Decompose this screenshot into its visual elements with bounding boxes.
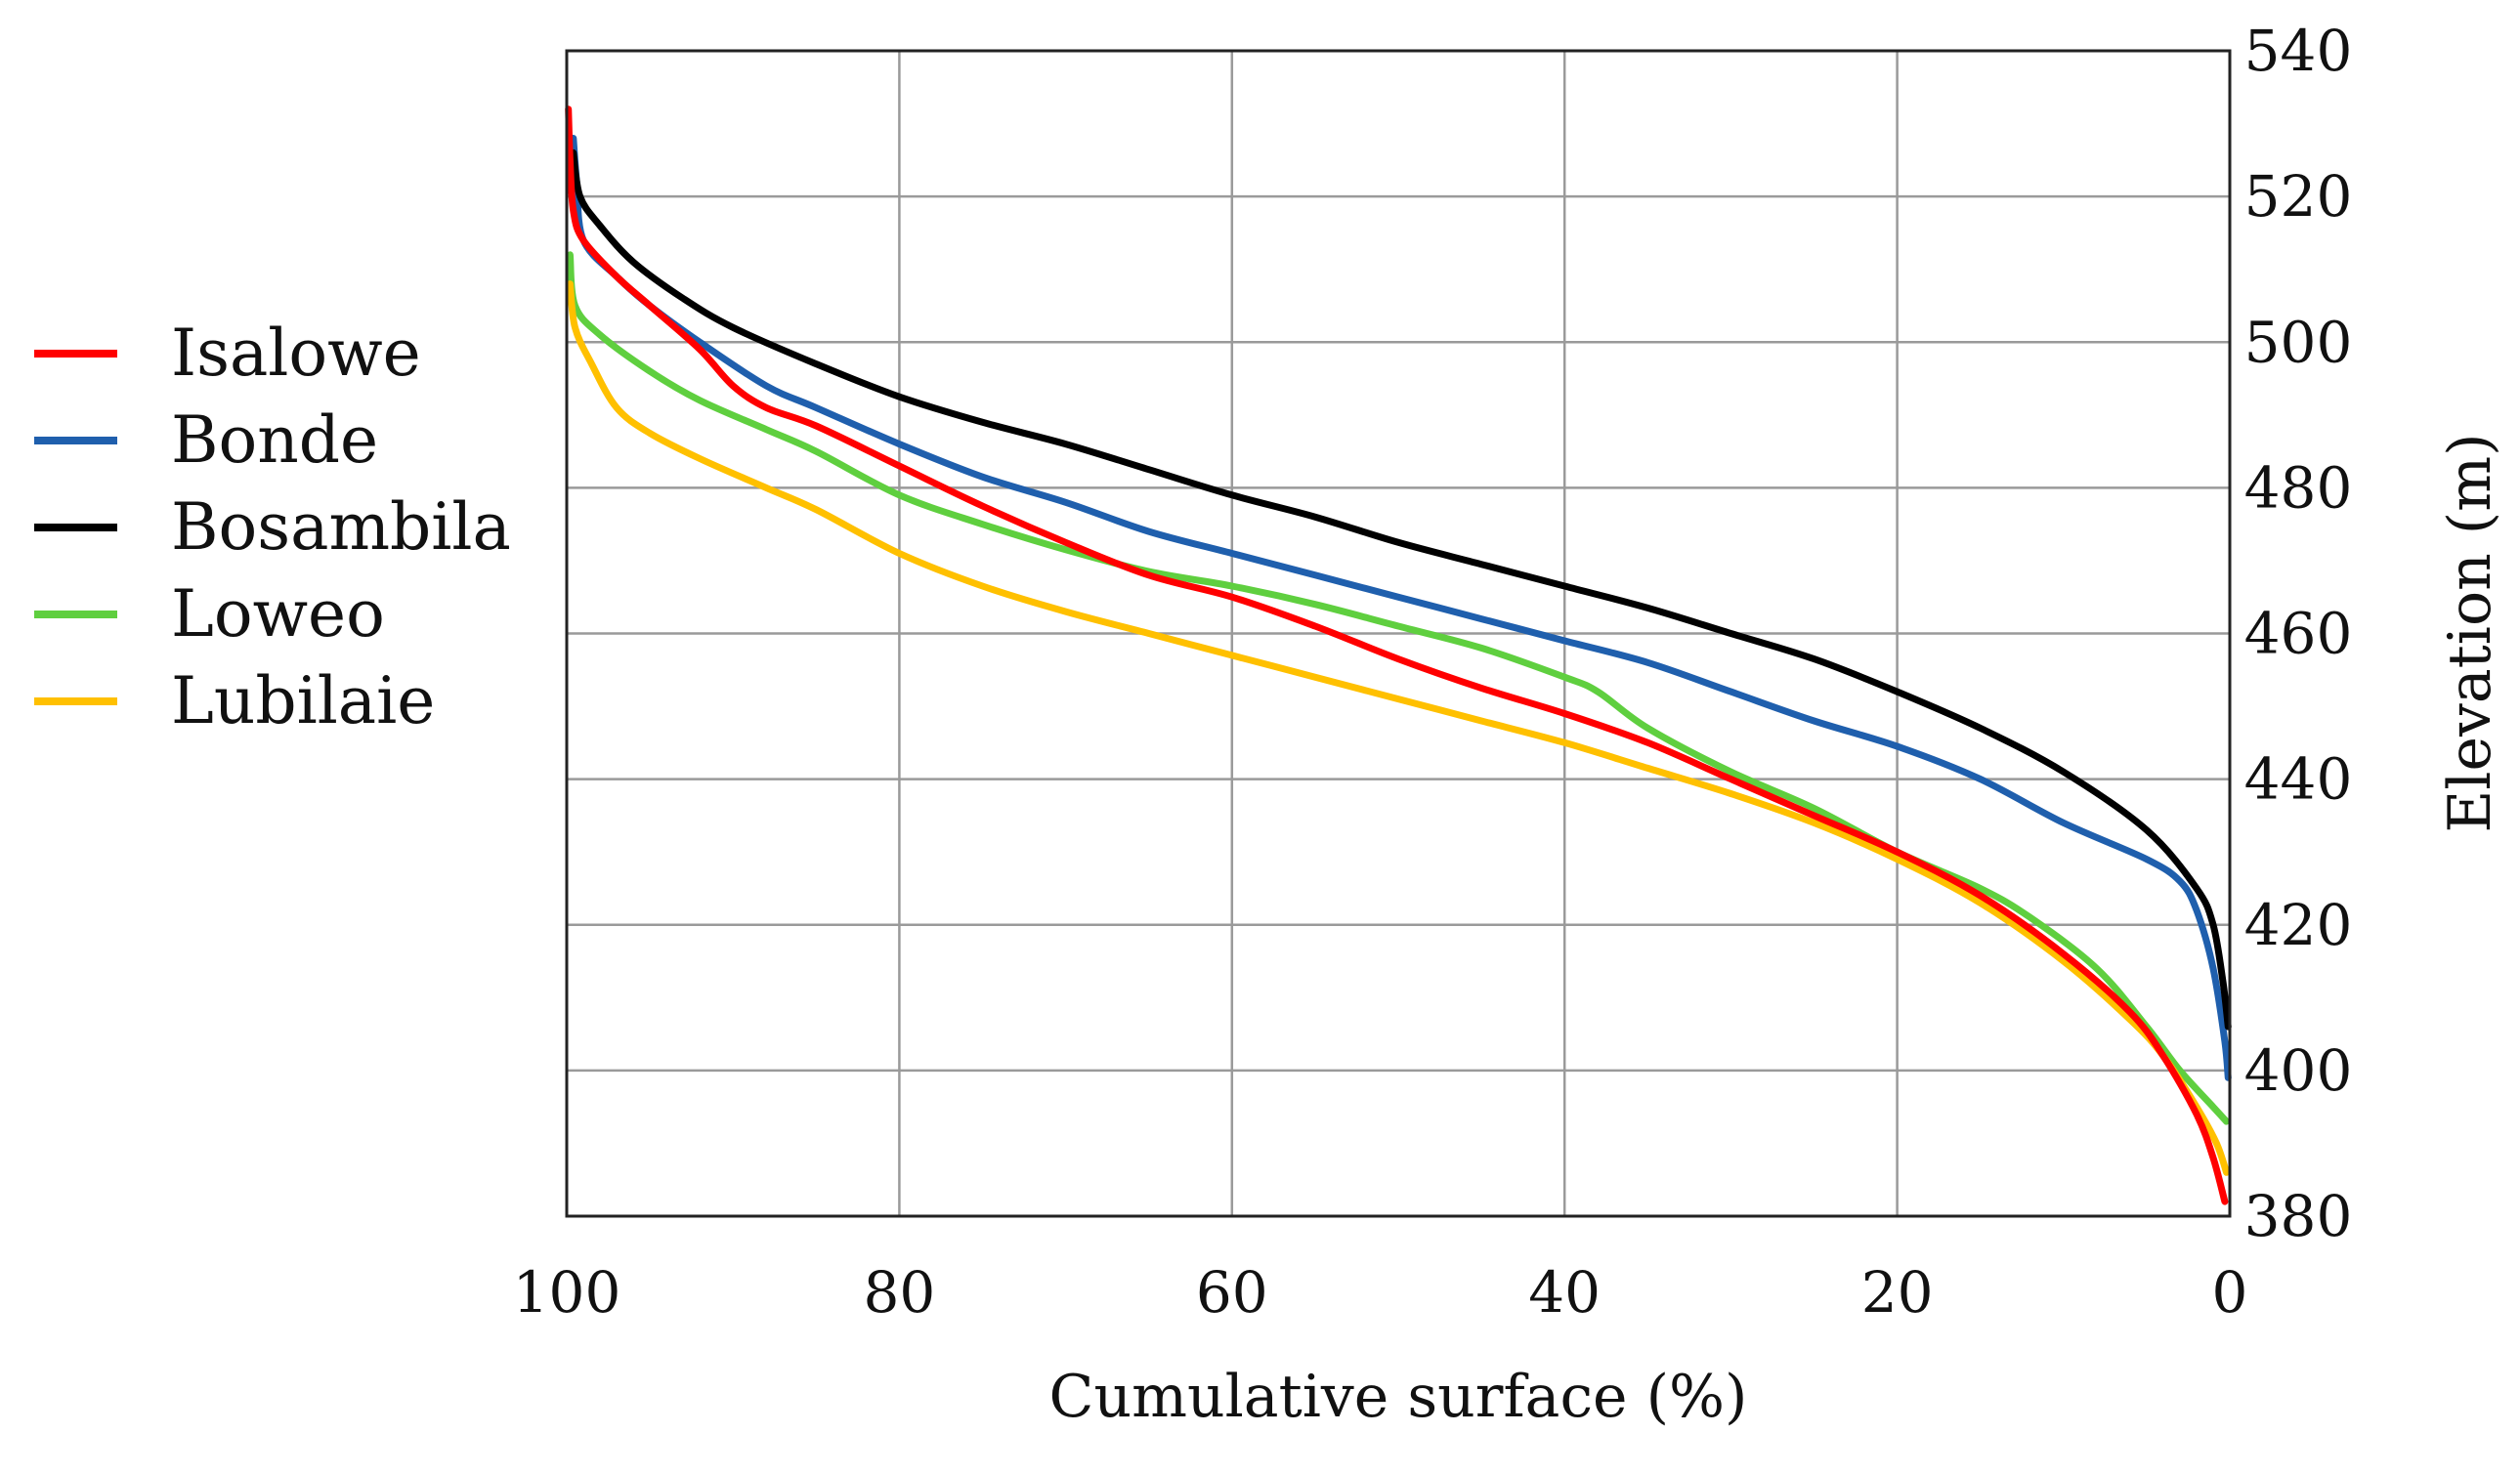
x-tick-labels: 100 80 60 40 20 0 [513,1259,2248,1326]
y-tick-label-8: 380 [2244,1183,2353,1249]
legend: Isalowe Bonde Bosambila Loweo Lubilaie [34,316,511,738]
y-tick-label-5: 440 [2244,746,2353,813]
series-lines [565,105,2232,1205]
x-tick-label-0: 100 [513,1259,621,1326]
legend-item-lubilaie: Lubilaie [34,663,435,738]
legend-label-bosambila: Bosambila [171,489,511,565]
plot-frame [565,49,2232,1218]
y-tick-labels: 540 520 500 480 460 440 420 400 380 [2244,18,2353,1249]
grid [565,49,2232,1218]
x-tick-label-3: 40 [1528,1259,1601,1326]
y-axis-label: Elevation (m) [2436,433,2504,832]
x-axis-label: Cumulative surface (%) [1049,1363,1748,1431]
legend-item-isalowe: Isalowe [34,316,421,391]
x-tick-label-5: 0 [2212,1259,2248,1326]
legend-item-bonde: Bonde [34,402,378,478]
legend-label-loweo: Loweo [171,576,385,652]
series-line-bonde [570,135,2232,1081]
y-tick-label-7: 400 [2244,1037,2353,1104]
y-tick-label-3: 480 [2244,454,2353,521]
y-tick-label-1: 520 [2244,163,2353,230]
series-line-isalowe [565,105,2229,1205]
y-tick-label-0: 540 [2244,18,2353,84]
series-line-bosambila [570,148,2232,1031]
series-line-lubilaie [566,280,2231,1176]
legend-label-isalowe: Isalowe [171,316,421,391]
legend-label-lubilaie: Lubilaie [171,663,435,738]
legend-item-bosambila: Bosambila [34,489,511,565]
y-tick-label-2: 500 [2244,309,2353,375]
legend-item-loweo: Loweo [34,576,385,652]
series-line-loweo [566,251,2231,1125]
legend-label-bonde: Bonde [171,402,378,478]
y-tick-label-6: 420 [2244,892,2353,958]
x-tick-label-4: 20 [1861,1259,1934,1326]
x-tick-label-2: 60 [1196,1259,1268,1326]
x-tick-label-1: 80 [863,1259,935,1326]
y-tick-label-4: 460 [2244,601,2353,667]
